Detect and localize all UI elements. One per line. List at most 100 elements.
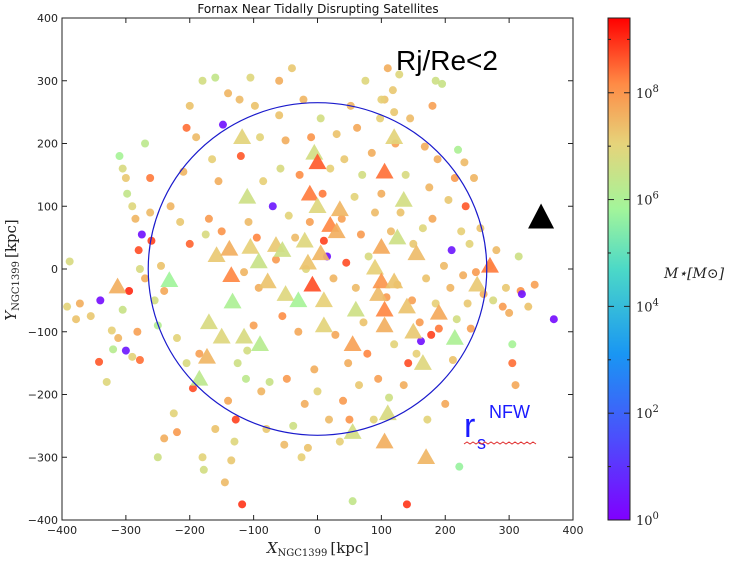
scatter-point (441, 399, 450, 408)
scatter-point (114, 334, 123, 343)
scatter-point (235, 95, 244, 104)
y-tick-label: −400 (28, 514, 58, 527)
scatter-point (198, 76, 207, 85)
scatter-point (448, 355, 457, 364)
scatter-point (425, 183, 434, 192)
scatter-point (431, 299, 440, 308)
scatter-point (243, 346, 252, 355)
y-tick-label: −200 (28, 389, 58, 402)
scatter-point (157, 261, 166, 270)
scatter-point (185, 101, 194, 110)
scatter-point (121, 346, 130, 355)
scatter-point (319, 236, 328, 245)
scatter-point (141, 139, 150, 148)
scatter-point (326, 164, 335, 173)
scatter-triangle (160, 271, 179, 288)
scatter-point (461, 202, 470, 211)
scatter-point (428, 101, 437, 110)
scatter-point (160, 286, 169, 295)
scatter-point (358, 170, 367, 179)
scatter-triangle (314, 291, 333, 308)
scatter-point (96, 296, 105, 305)
scatter-point (121, 174, 130, 183)
scatter-point (501, 283, 510, 292)
scatter-point (252, 233, 261, 242)
scatter-point (75, 299, 84, 308)
colorbar-tick-label: 108 (636, 84, 659, 102)
scatter-point (185, 239, 194, 248)
scatter-point (102, 377, 111, 386)
scatter-point (231, 415, 240, 424)
scatter-point (238, 500, 247, 509)
colorbar-tick-exponent: 2 (653, 404, 659, 415)
scatter-triangle (249, 252, 268, 269)
x-axis-title-sub: NGC1399 (278, 548, 328, 559)
scatter-point (386, 227, 395, 236)
scatter-point (377, 189, 386, 198)
y-tick-label: 100 (37, 200, 58, 213)
scatter-point (415, 318, 424, 327)
x-tick-label: 400 (563, 524, 584, 537)
scatter-point (310, 365, 319, 374)
scatter-point (72, 315, 81, 324)
scatter-point (390, 108, 399, 117)
scatter-point (401, 170, 410, 179)
scatter-triangle (289, 291, 308, 308)
scatter-point (172, 428, 181, 437)
colorbar-tick-base: 10 (636, 407, 653, 422)
scatter-triangle (273, 241, 292, 257)
scatter-point (134, 246, 143, 255)
scatter-point (107, 326, 116, 335)
scatter-point (128, 202, 137, 211)
scatter-point (316, 114, 325, 123)
scatter-triangle (375, 432, 394, 449)
scatter-point (345, 415, 354, 424)
scatter-point (348, 497, 357, 506)
scatter-point (427, 330, 436, 339)
scatter-point (339, 396, 348, 405)
y-tick-label: 400 (37, 12, 58, 25)
colorbar-label: M⋆[M⊙] (663, 266, 725, 282)
scatter-point (332, 130, 341, 139)
scatter-point (404, 359, 413, 368)
colorbar-tick-base: 10 (636, 514, 653, 529)
scatter-point (305, 217, 314, 226)
scatter-point (530, 280, 539, 289)
scatter-point (422, 274, 431, 283)
rs-label-main: r (464, 407, 475, 445)
scatter-triangle (417, 448, 436, 464)
scatter-point (457, 227, 466, 236)
scatter-triangle (308, 197, 327, 213)
scatter-triangle (311, 244, 330, 261)
colorbar-tick-exponent: 6 (653, 191, 659, 202)
scatter-point (95, 357, 104, 366)
scatter-point (284, 211, 293, 220)
x-tick-label: 300 (499, 524, 520, 537)
scatter-triangle (394, 190, 413, 207)
scatter-triangle (343, 335, 362, 352)
scatter-triangle (303, 275, 322, 292)
scatter-triangle (212, 327, 231, 344)
scatter-point (276, 164, 285, 173)
scatter-point (125, 286, 134, 295)
scatter-point (353, 123, 362, 132)
scatter-point (65, 257, 74, 266)
scatter-point (123, 189, 132, 198)
scatter-point (549, 315, 558, 324)
scatter-point (300, 399, 309, 408)
scatter-point (211, 425, 220, 434)
scatter-point (303, 443, 312, 452)
scatter-point (236, 152, 245, 161)
scatter-triangle (346, 300, 365, 317)
y-tick-label: −300 (28, 451, 58, 464)
scatter-point (201, 230, 210, 239)
scatter-point (359, 318, 368, 327)
scatter-point (363, 349, 372, 358)
scatter-point (370, 208, 379, 217)
scatter-point (524, 302, 533, 311)
scatter-point (459, 271, 468, 280)
scatter-point (498, 302, 507, 311)
scatter-point (444, 195, 453, 204)
scatter-point (350, 192, 359, 201)
annotation-rj-re: Rj/Re<2 (396, 45, 498, 76)
